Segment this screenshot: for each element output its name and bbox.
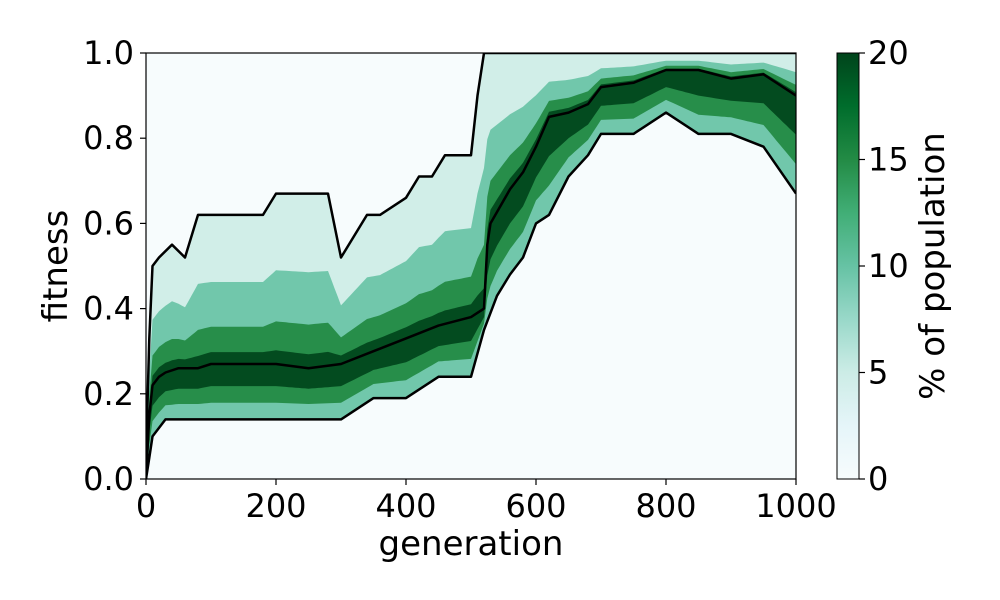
y-tick-label: 0.8 bbox=[83, 119, 134, 157]
x-tick-label: 400 bbox=[375, 487, 436, 525]
x-tick-label: 0 bbox=[136, 487, 156, 525]
x-axis-label: generation bbox=[379, 524, 564, 564]
y-tick-label: 0.4 bbox=[83, 290, 134, 328]
colorbar-tick-label: 10 bbox=[868, 247, 909, 285]
density-bands bbox=[146, 53, 796, 479]
x-tick-label: 600 bbox=[505, 487, 566, 525]
colorbar-tick-label: 20 bbox=[868, 34, 909, 72]
x-tick-label: 1000 bbox=[755, 487, 836, 525]
colorbar-gradient bbox=[836, 52, 860, 480]
x-axis: 0 200 400 600 800 1000 bbox=[136, 479, 837, 525]
colorbar-ticks: 0 5 10 15 20 bbox=[859, 34, 909, 498]
y-tick-label: 0.6 bbox=[83, 204, 134, 242]
y-tick-label: 0.2 bbox=[83, 375, 134, 413]
x-tick-label: 800 bbox=[635, 487, 696, 525]
x-tick-label: 200 bbox=[245, 487, 306, 525]
y-axis-label: fitness bbox=[36, 210, 76, 323]
y-tick-label: 0.0 bbox=[83, 460, 134, 498]
colorbar-tick-label: 0 bbox=[868, 460, 888, 498]
y-axis: 0.0 0.2 0.4 0.6 0.8 1.0 bbox=[83, 34, 146, 498]
colorbar: 0 5 10 15 20 % of population bbox=[836, 34, 953, 498]
colorbar-tick-label: 5 bbox=[868, 354, 888, 392]
density-band-3 bbox=[146, 68, 796, 479]
plot-frame bbox=[145, 52, 797, 480]
series-lines bbox=[146, 53, 796, 479]
series-line-min bbox=[146, 111, 796, 479]
series-line-max bbox=[146, 53, 796, 458]
series-line-mean bbox=[146, 68, 796, 479]
y-tick-label: 1.0 bbox=[83, 34, 134, 72]
colorbar-tick-label: 15 bbox=[868, 141, 909, 179]
colorbar-label: % of population bbox=[913, 132, 953, 400]
plot-area bbox=[145, 52, 797, 480]
